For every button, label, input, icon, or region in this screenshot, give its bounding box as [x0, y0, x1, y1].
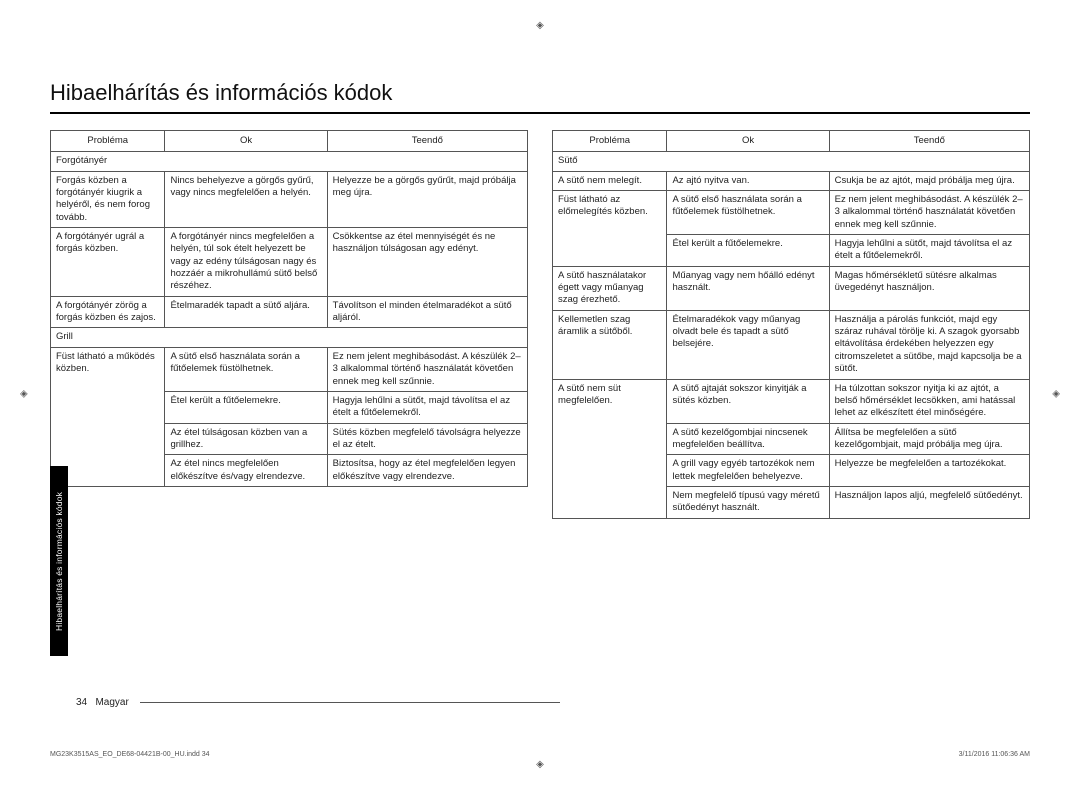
cell-cause: A sütő első használata során a fűtőeleme…	[165, 347, 327, 391]
col-cause: Ok	[165, 131, 327, 152]
table-row: Kellemetlen szag áramlik a sütőből. Étel…	[553, 310, 1030, 379]
table-header-row: Probléma Ok Teendő	[553, 131, 1030, 152]
cell-action: Magas hőmérsékletű sütésre alkalmas üveg…	[829, 266, 1029, 310]
section-side-tab: Hibaelhárítás és információs kódok	[50, 466, 68, 656]
cell-problem: Forgás közben a forgótányér kiugrik a he…	[51, 171, 165, 227]
table-row: Füst látható az előmelegítés közben. A s…	[553, 191, 1030, 235]
cell-action: Ez nem jelent meghibásodást. A készülék …	[829, 191, 1029, 235]
page-title: Hibaelhárítás és információs kódok	[50, 80, 1030, 106]
page-number: 34	[76, 697, 87, 708]
section-label: Sütő	[553, 152, 1030, 171]
troubleshooting-table-right: Probléma Ok Teendő Sütő A sütő nem meleg…	[552, 130, 1030, 519]
section-turntable: Forgótányér	[51, 152, 528, 171]
cell-cause: Az ajtó nyitva van.	[667, 171, 829, 190]
col-cause: Ok	[667, 131, 829, 152]
cell-action: Csökkentse az étel mennyiségét és ne has…	[327, 228, 527, 297]
cell-action: Hagyja lehűlni a sütőt, majd távolítsa e…	[829, 235, 1029, 267]
cell-cause: Ételmaradék tapadt a sütő aljára.	[165, 296, 327, 328]
registration-mark-top: ◈	[536, 20, 544, 31]
registration-mark-right: ◈	[1052, 389, 1060, 400]
cell-action: Helyezze be a görgős gyűrűt, majd próbál…	[327, 171, 527, 227]
cell-problem: A sütő nem süt megfelelően.	[553, 379, 667, 518]
cell-action: Csukja be az ajtót, majd próbálja meg új…	[829, 171, 1029, 190]
print-timestamp: 3/11/2016 11:06:36 AM	[959, 751, 1030, 758]
page-footer: 34 Magyar	[76, 697, 560, 708]
page-language: Magyar	[95, 697, 128, 708]
print-doc-id: MG23K3515AS_EO_DE68-04421B-00_HU.indd 34	[50, 751, 210, 758]
cell-cause: Ételmaradékok vagy műanyag olvadt bele é…	[667, 310, 829, 379]
table-row: A forgótányér ugrál a forgás közben. A f…	[51, 228, 528, 297]
cell-cause: A grill vagy egyéb tartozékok nem lettek…	[667, 455, 829, 487]
cell-cause: A forgótányér nincs megfelelően a helyén…	[165, 228, 327, 297]
cell-problem: Füst látható az előmelegítés közben.	[553, 191, 667, 267]
left-column: Probléma Ok Teendő Forgótányér Forgás kö…	[50, 130, 528, 519]
cell-problem: A forgótányér zörög a forgás közben és z…	[51, 296, 165, 328]
cell-cause: Az étel nincs megfelelően előkészítve és…	[165, 455, 327, 487]
registration-mark-bottom: ◈	[536, 759, 544, 770]
cell-cause: Műanyag vagy nem hőálló edényt használt.	[667, 266, 829, 310]
cell-action: Távolítson el minden ételmaradékot a süt…	[327, 296, 527, 328]
cell-problem: Kellemetlen szag áramlik a sütőből.	[553, 310, 667, 379]
col-problem: Probléma	[553, 131, 667, 152]
cell-action: Használjon lapos aljú, megfelelő sütőedé…	[829, 486, 1029, 518]
cell-action: Állítsa be megfelelően a sütő kezelőgomb…	[829, 423, 1029, 455]
cell-cause: Étel került a fűtőelemekre.	[165, 391, 327, 423]
cell-action: Sütés közben megfelelő távolságra helyez…	[327, 423, 527, 455]
registration-mark-left: ◈	[20, 389, 28, 400]
table-row: A sütő nem melegít. Az ajtó nyitva van. …	[553, 171, 1030, 190]
cell-cause: A sütő első használata során a fűtőeleme…	[667, 191, 829, 235]
cell-action: Ha túlzottan sokszor nyitja ki az ajtót,…	[829, 379, 1029, 423]
right-column: Probléma Ok Teendő Sütő A sütő nem meleg…	[552, 130, 1030, 519]
content-columns: Probléma Ok Teendő Forgótányér Forgás kö…	[50, 130, 1030, 519]
cell-action: Ez nem jelent meghibásodást. A készülék …	[327, 347, 527, 391]
cell-cause: Étel került a fűtőelemekre.	[667, 235, 829, 267]
section-label: Forgótányér	[51, 152, 528, 171]
cell-problem: A sütő használatakor égett vagy műanyag …	[553, 266, 667, 310]
table-row: Forgás közben a forgótányér kiugrik a he…	[51, 171, 528, 227]
cell-action: Helyezze be megfelelően a tartozékokat.	[829, 455, 1029, 487]
section-oven: Sütő	[553, 152, 1030, 171]
table-row: Füst látható a működés közben. A sütő el…	[51, 347, 528, 391]
title-underline	[50, 112, 1030, 114]
col-action: Teendő	[327, 131, 527, 152]
section-grill: Grill	[51, 328, 528, 347]
cell-action: Biztosítsa, hogy az étel megfelelően leg…	[327, 455, 527, 487]
cell-problem: A forgótányér ugrál a forgás közben.	[51, 228, 165, 297]
table-row: A sütő használatakor égett vagy műanyag …	[553, 266, 1030, 310]
cell-cause: Nincs behelyezve a görgős gyűrű, vagy ni…	[165, 171, 327, 227]
cell-cause: Nem megfelelő típusú vagy méretű sütőedé…	[667, 486, 829, 518]
cell-problem: A sütő nem melegít.	[553, 171, 667, 190]
col-action: Teendő	[829, 131, 1029, 152]
table-header-row: Probléma Ok Teendő	[51, 131, 528, 152]
cell-action: Hagyja lehűlni a sütőt, majd távolítsa e…	[327, 391, 527, 423]
col-problem: Probléma	[51, 131, 165, 152]
cell-cause: A sütő kezelőgombjai nincsenek megfelelő…	[667, 423, 829, 455]
cell-cause: Az étel túlságosan közben van a grillhez…	[165, 423, 327, 455]
cell-action: Használja a párolás funkciót, majd egy s…	[829, 310, 1029, 379]
section-label: Grill	[51, 328, 528, 347]
troubleshooting-table-left: Probléma Ok Teendő Forgótányér Forgás kö…	[50, 130, 528, 487]
cell-cause: A sütő ajtaját sokszor kinyitják a sütés…	[667, 379, 829, 423]
table-row: A sütő nem süt megfelelően. A sütő ajtaj…	[553, 379, 1030, 423]
table-row: A forgótányér zörög a forgás közben és z…	[51, 296, 528, 328]
